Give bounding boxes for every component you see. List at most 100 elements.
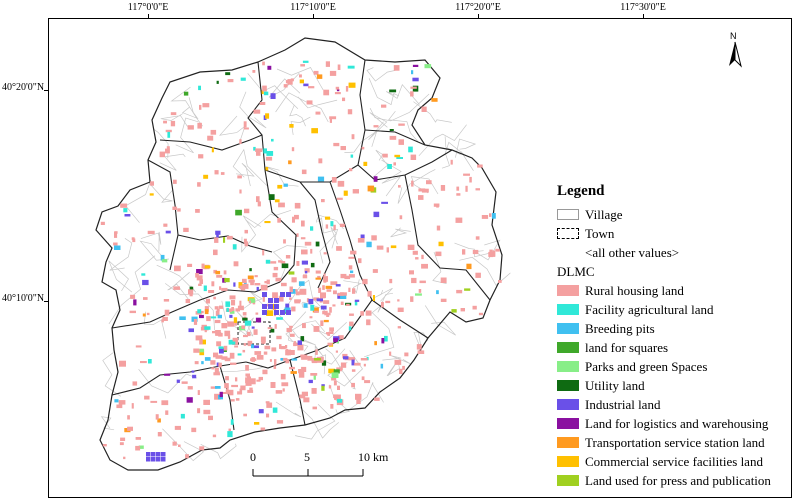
land-patch [230, 399, 235, 402]
legend-label: Commercial service facilities land [585, 454, 763, 469]
land-patch [308, 86, 315, 89]
land-patch [481, 215, 489, 219]
land-patch [197, 309, 202, 314]
land-patch [352, 288, 356, 294]
land-patch [314, 358, 321, 361]
land-patch [204, 309, 209, 315]
land-patch [247, 331, 251, 337]
land-patch [246, 376, 251, 379]
land-patch [162, 316, 168, 321]
land-patch [408, 146, 413, 153]
land-patch [343, 356, 349, 360]
legend-item: Commercial service facilities land [557, 452, 789, 471]
land-patch [263, 91, 269, 96]
land-patch [132, 381, 138, 386]
land-patch [268, 304, 273, 309]
land-patch [419, 280, 426, 284]
map-frame [48, 18, 792, 498]
land-patch [399, 368, 403, 374]
land-patch [398, 185, 401, 188]
legend-label: Village [585, 207, 623, 222]
village-boundary [444, 136, 474, 171]
village-boundary [289, 104, 306, 127]
land-patch [354, 362, 361, 366]
land-patch [214, 306, 219, 310]
land-patch [244, 208, 250, 214]
land-patch [172, 441, 177, 446]
land-patch [381, 338, 385, 344]
land-patch [297, 344, 304, 351]
land-patch [278, 260, 282, 263]
land-patch [305, 356, 309, 360]
land-patch [243, 238, 247, 244]
land-patch [415, 257, 419, 260]
land-patch [373, 176, 378, 182]
land-patch [465, 185, 468, 192]
village-boundary [344, 130, 378, 153]
land-patch [418, 289, 422, 293]
land-patch [306, 100, 313, 105]
land-patch [275, 390, 283, 394]
land-patch [191, 370, 195, 373]
land-patch [289, 286, 293, 293]
land-patch [348, 326, 352, 331]
land-patch [404, 352, 409, 357]
land-patch [241, 325, 245, 329]
legend-label: Land for logistics and warehousing [585, 416, 769, 431]
land-patch [221, 323, 228, 329]
legend-item-town: Town [557, 224, 789, 243]
land-patch [237, 175, 242, 179]
land-patch [227, 431, 233, 438]
land-patch [259, 102, 266, 105]
village-boundary [368, 112, 388, 141]
legend-field-name: DLMC [557, 264, 595, 279]
land-patch [256, 151, 261, 156]
land-patch [197, 390, 200, 395]
land-patch [213, 296, 216, 300]
land-patch [181, 381, 188, 384]
land-patch [230, 362, 237, 365]
land-patch [281, 382, 289, 387]
land-patch [340, 362, 347, 368]
land-patch [232, 244, 237, 250]
land-patch [463, 173, 470, 176]
village-boundary [276, 67, 324, 91]
land-patch [239, 189, 242, 194]
land-patch [381, 201, 388, 204]
village-boundary [182, 97, 199, 120]
land-patch [337, 64, 341, 70]
land-patch [118, 400, 126, 405]
land-patch [498, 280, 502, 283]
land-patch [204, 306, 209, 312]
land-patch [491, 213, 496, 219]
village-boundary [366, 67, 396, 82]
land-patch [264, 345, 271, 350]
village-boundary [369, 93, 430, 122]
land-patch [225, 389, 230, 394]
legend-swatch [557, 342, 579, 353]
land-patch [380, 363, 384, 369]
land-patch [265, 401, 270, 404]
land-patch [166, 146, 170, 149]
land-patch [195, 335, 203, 341]
land-patch [366, 319, 371, 326]
land-patch [329, 327, 334, 331]
land-patch [239, 300, 242, 306]
land-patch [294, 202, 301, 209]
land-patch [223, 270, 227, 275]
village-boundary [390, 227, 411, 238]
legend-title: Legend [557, 183, 605, 199]
land-patch [223, 345, 228, 351]
land-patch [462, 249, 466, 255]
legend-swatch [557, 437, 579, 448]
land-patch [348, 265, 353, 270]
land-patch [123, 456, 126, 460]
land-patch [272, 272, 278, 278]
land-patch [290, 78, 294, 82]
land-patch [291, 147, 295, 152]
village-boundary [317, 217, 339, 249]
legend-item: Industrial land [557, 395, 789, 414]
land-patch [389, 278, 393, 284]
village-boundary [368, 78, 400, 106]
land-patch [270, 93, 276, 99]
